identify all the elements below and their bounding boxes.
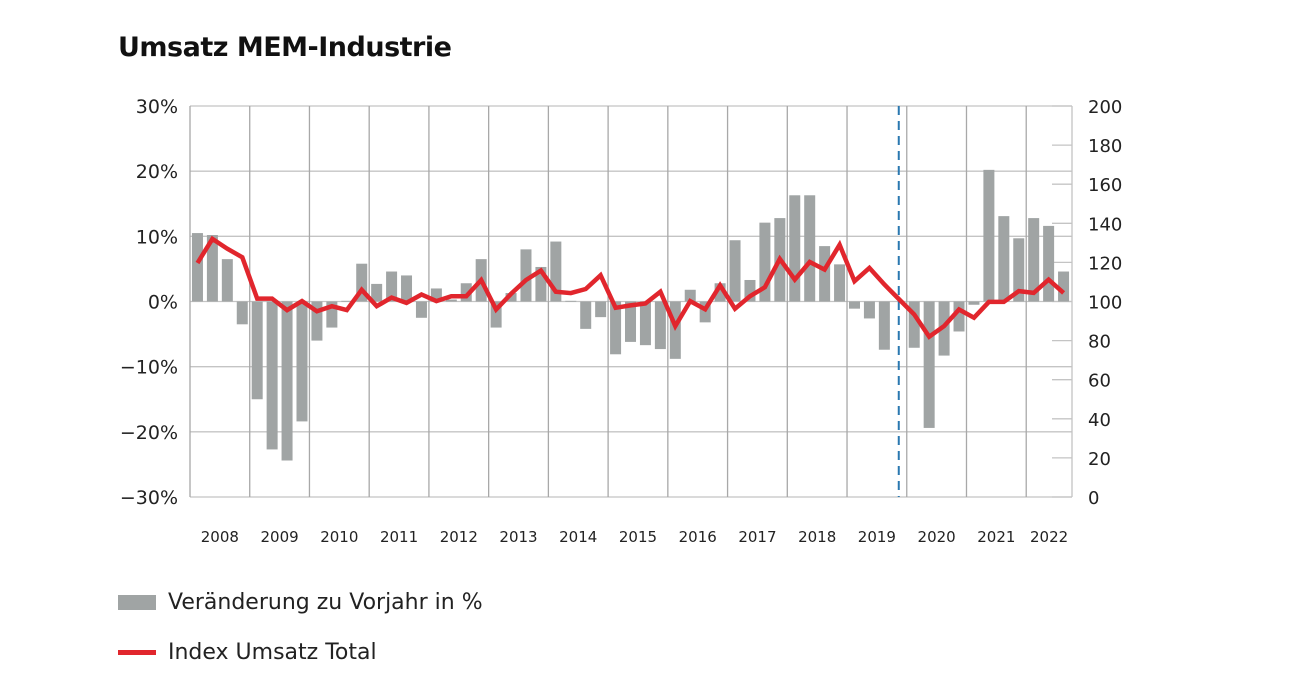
bar — [699, 301, 711, 323]
bar — [535, 266, 547, 302]
y-left-tick-label: 0% — [148, 292, 178, 314]
x-tick-label: 2016 — [679, 528, 717, 546]
x-tick-label: 2019 — [858, 528, 896, 546]
legend-item-bars: Veränderung zu Vorjahr in % — [118, 590, 483, 615]
x-tick-label: 2018 — [798, 528, 836, 546]
bar — [639, 301, 651, 346]
bar — [251, 301, 263, 400]
bar — [341, 300, 353, 302]
bar — [326, 301, 338, 328]
bar — [789, 195, 801, 302]
bar — [296, 301, 308, 422]
y-right-tick-label: 180 — [1088, 136, 1122, 157]
bar — [505, 293, 517, 302]
bar — [654, 301, 666, 350]
y-right-tick-label: 0 — [1088, 488, 1099, 509]
x-tick-label: 2009 — [261, 528, 299, 546]
bar — [415, 301, 427, 318]
x-tick-label: 2014 — [559, 528, 597, 546]
bar — [759, 222, 771, 302]
bar — [1043, 225, 1055, 302]
bar — [356, 263, 368, 302]
bar — [1028, 218, 1040, 302]
legend-label-bars: Veränderung zu Vorjahr in % — [168, 590, 483, 615]
bar — [565, 300, 577, 302]
y-right-tick-label: 140 — [1088, 214, 1122, 235]
y-right-tick-label: 120 — [1088, 253, 1122, 274]
bar — [206, 235, 218, 302]
bar — [744, 279, 756, 302]
x-tick-label: 2011 — [380, 528, 418, 546]
bar — [520, 249, 532, 302]
bar — [968, 301, 980, 305]
index-line — [195, 235, 1066, 340]
bar — [266, 301, 278, 450]
x-tick-label: 2017 — [738, 528, 776, 546]
bar — [191, 233, 203, 302]
bar — [236, 301, 248, 325]
bar — [1058, 271, 1070, 302]
y-right-tick-label: 160 — [1088, 175, 1122, 196]
x-tick-label: 2012 — [440, 528, 478, 546]
legend-item-line: Index Umsatz Total — [118, 640, 377, 665]
bar — [848, 301, 860, 309]
bar — [430, 288, 442, 302]
bar — [923, 301, 935, 428]
y-right-tick-label: 20 — [1088, 449, 1111, 470]
bar — [610, 301, 622, 355]
bar — [386, 271, 398, 302]
bar — [595, 301, 607, 318]
bar — [281, 301, 293, 461]
x-tick-label: 2020 — [918, 528, 956, 546]
y-right-tick-label: 40 — [1088, 410, 1111, 431]
x-tick-label: 2013 — [499, 528, 537, 546]
bar — [804, 195, 816, 302]
x-tick-label: 2010 — [320, 528, 358, 546]
x-tick-label: 2015 — [619, 528, 657, 546]
bar — [834, 264, 846, 302]
chart-title: Umsatz MEM-Industrie — [118, 32, 452, 63]
bar — [819, 246, 831, 302]
x-tick-label: 2008 — [201, 528, 239, 546]
bar — [863, 301, 875, 319]
x-tick-label: 2021 — [977, 528, 1015, 546]
legend-swatch-line — [118, 650, 156, 655]
bar — [729, 240, 741, 302]
bar — [983, 169, 995, 302]
legend-label-line: Index Umsatz Total — [168, 640, 377, 665]
y-right-tick-label: 60 — [1088, 371, 1111, 392]
bar — [490, 301, 502, 328]
bar — [371, 283, 383, 302]
bar — [908, 301, 920, 348]
bar — [460, 283, 472, 302]
bar — [550, 241, 562, 302]
y-left-tick-label: 20% — [136, 161, 178, 183]
y-left-tick-label: −20% — [120, 422, 178, 444]
x-tick-label: 2022 — [1030, 528, 1068, 546]
bar — [625, 301, 637, 342]
legend-swatch-bar — [118, 595, 156, 610]
bar — [221, 259, 233, 302]
bar — [311, 301, 323, 341]
y-left-tick-label: 10% — [136, 226, 178, 248]
bar — [401, 275, 413, 302]
bar — [953, 301, 965, 332]
bar — [580, 301, 592, 329]
y-left-tick-label: 30% — [136, 96, 178, 118]
bar — [714, 283, 726, 302]
bar — [684, 289, 696, 302]
y-right-tick-label: 80 — [1088, 332, 1111, 353]
y-left-tick-label: −30% — [120, 487, 178, 509]
y-right-tick-label: 100 — [1088, 293, 1122, 314]
bar — [1013, 238, 1025, 302]
bar — [878, 301, 890, 350]
bar — [445, 299, 457, 302]
y-left-tick-label: −10% — [120, 357, 178, 379]
bar — [998, 216, 1010, 302]
y-right-tick-label: 200 — [1088, 97, 1122, 118]
